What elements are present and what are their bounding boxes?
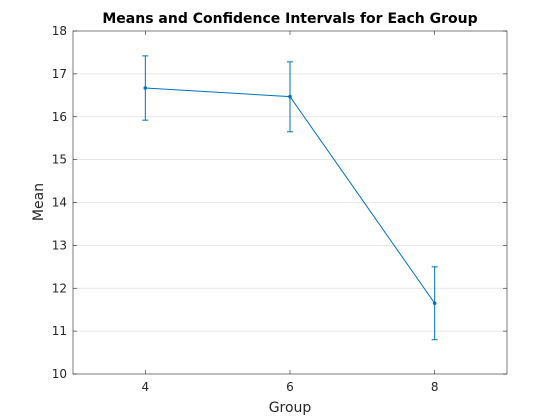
y-tick-label: 15 bbox=[52, 153, 67, 167]
data-series bbox=[142, 55, 438, 341]
x-tick-label: 4 bbox=[142, 380, 150, 394]
x-axis-label: Group bbox=[269, 400, 312, 416]
data-point bbox=[143, 86, 148, 90]
y-tick-label: 11 bbox=[52, 324, 67, 338]
y-axis-label: Mean bbox=[31, 183, 47, 221]
x-tick-label: 8 bbox=[431, 380, 439, 394]
y-tick-label: 17 bbox=[52, 67, 67, 81]
y-tick-label: 14 bbox=[52, 196, 67, 210]
y-tick-label: 10 bbox=[52, 367, 67, 381]
y-tick-label: 18 bbox=[52, 24, 67, 38]
x-tick-label: 6 bbox=[286, 380, 294, 394]
axis-ticks: 10 11 12 13 14 15 16 17 18 4 6 8 bbox=[52, 24, 507, 394]
chart-title: Means and Confidence Intervals for Each … bbox=[102, 11, 477, 27]
data-point bbox=[432, 301, 437, 306]
y-tick-label: 16 bbox=[52, 110, 67, 124]
data-point bbox=[288, 94, 292, 99]
y-tick-label: 13 bbox=[52, 238, 67, 252]
y-tick-label: 12 bbox=[52, 281, 67, 295]
